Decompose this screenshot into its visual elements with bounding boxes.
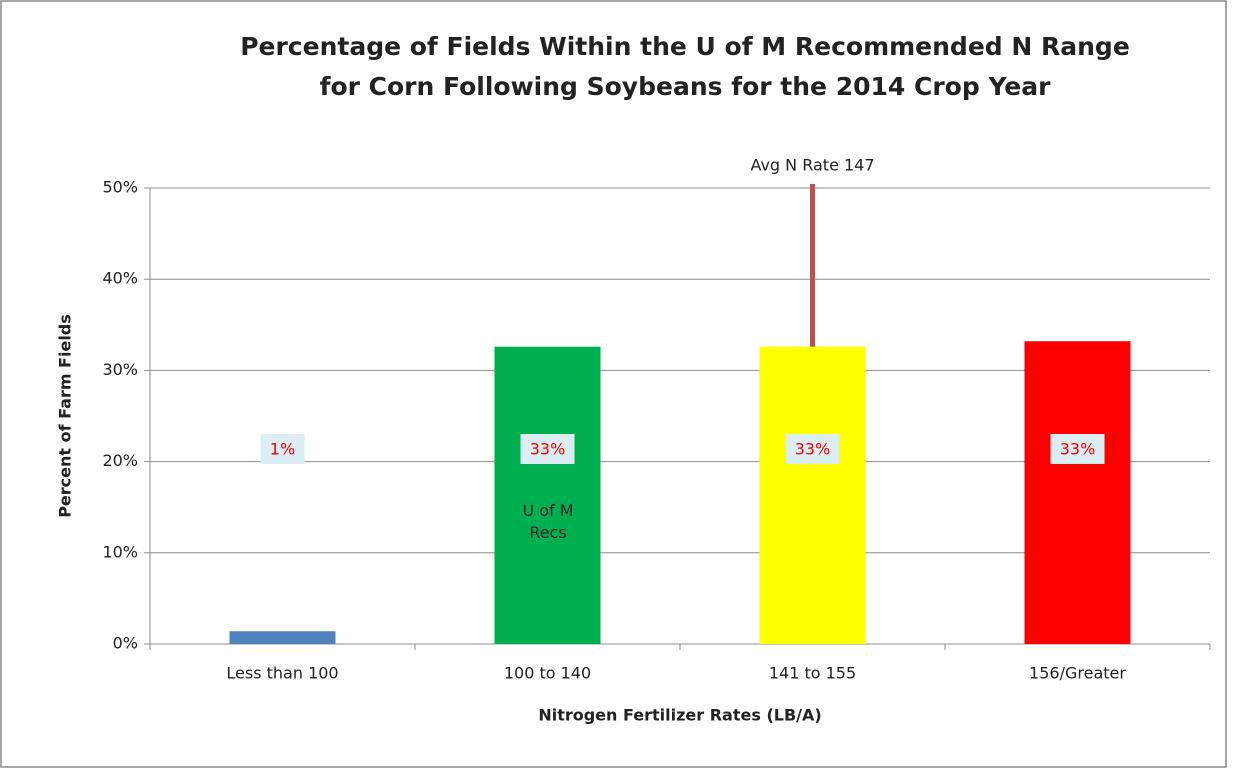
value-label: 33%: [795, 440, 831, 459]
value-label-box: [520, 434, 575, 464]
x-tick-label: 100 to 140: [504, 664, 591, 683]
value-label: 33%: [530, 440, 566, 459]
y-tick-label: 20%: [102, 451, 138, 470]
value-label-box: [785, 434, 840, 464]
x-tick-label: Less than 100: [226, 664, 338, 683]
x-axis-label: Nitrogen Fertilizer Rates (LB/A): [538, 706, 821, 725]
value-label-box: [260, 434, 305, 464]
bar: [1024, 341, 1131, 644]
y-tick-label: 50%: [102, 178, 138, 197]
annotation: Avg N Rate 147: [750, 156, 874, 175]
y-tick-label: 0%: [113, 634, 138, 653]
bar: [759, 346, 866, 644]
chart-title: Percentage of Fields Within the U of M R…: [240, 32, 1130, 61]
bar: [229, 631, 336, 644]
y-axis-label: Percent of Farm Fields: [56, 314, 75, 518]
annotation: U of M Recs: [522, 501, 574, 542]
x-tick-label: 156/Greater: [1029, 664, 1126, 683]
value-label: 33%: [1060, 440, 1096, 459]
value-label: 1%: [270, 440, 295, 459]
y-tick-label: 10%: [102, 542, 138, 561]
y-tick-label: 30%: [102, 360, 138, 379]
y-tick-label: 40%: [102, 269, 138, 288]
value-label-box: [1050, 434, 1105, 464]
chart-title: for Corn Following Soybeans for the 2014…: [320, 72, 1051, 101]
bar: [494, 346, 601, 644]
x-tick-label: 141 to 155: [769, 664, 856, 683]
